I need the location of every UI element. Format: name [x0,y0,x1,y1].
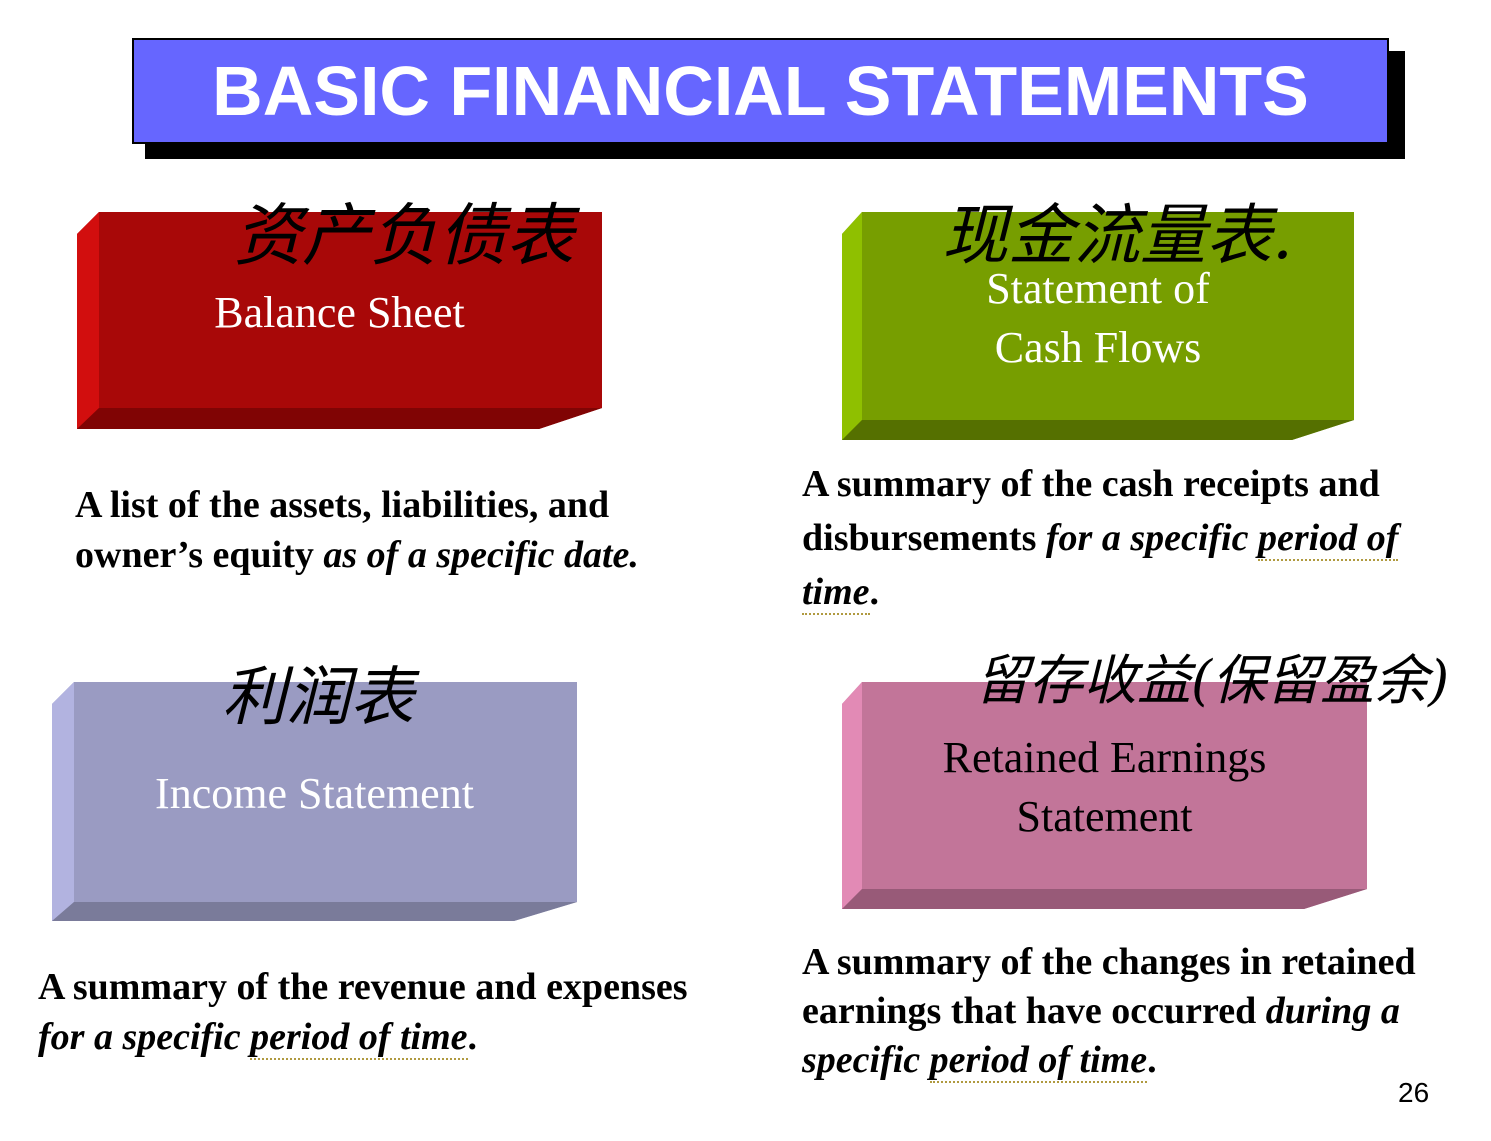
income-statement-block: Income Statement [52,682,577,921]
retained-earnings-block: Retained Earnings Statement [842,682,1367,909]
retained-earnings-label-line2: Statement [1016,792,1193,841]
cash-flows-block: Statement of Cash Flows [842,212,1354,440]
income-statement-description: A summary of the revenue and expenses fo… [38,966,688,1060]
cash-flows-handwriting: 现金流量表. [942,197,1293,274]
page-title: BASIC FINANCIAL STATEMENTS [212,52,1309,130]
balance-sheet-description: A list of the assets, liabilities, and o… [75,484,639,576]
cash-flows-label-line1: Statement of [986,264,1210,313]
retained-earnings-label-line1: Retained Earnings [942,733,1267,782]
balance-sheet-handwriting: 资产负债表 [234,197,575,276]
income-statement-label: Income Statement [155,769,474,818]
cash-flows-description: A summary of the cash receipts and disbu… [802,463,1399,615]
income-statement-handwriting: 利润表 [222,661,414,735]
title-banner: BASIC FINANCIAL STATEMENTS [132,38,1389,144]
cash-flows-label-line2: Cash Flows [994,323,1202,372]
retained-earnings-description: A summary of the changes in retained ear… [802,941,1416,1083]
balance-sheet-block: Balance Sheet [77,212,602,429]
page-number: 26 [1398,1077,1430,1108]
retained-earnings-handwriting: 留存收益(保留盈余) [975,649,1450,712]
balance-sheet-label: Balance Sheet [214,288,465,337]
